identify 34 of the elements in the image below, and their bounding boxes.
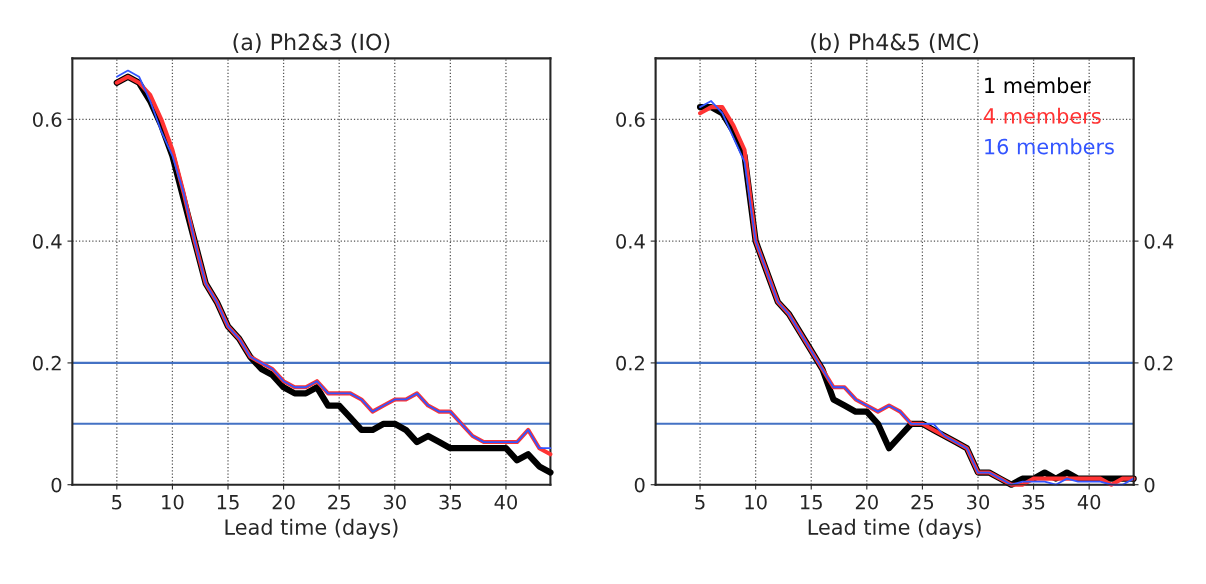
x-axis-title: Lead time (days) [808,518,981,539]
x-tick-label: 15 [217,495,239,510]
x-tick-label: 25 [328,494,350,510]
y-tick-label: 0.2 [33,355,61,371]
x-tick-label: 5 [695,495,705,510]
y-tick-label: 0.4 [616,234,645,249]
x-tick-label: 35 [439,494,462,510]
x-tick-label: 30 [383,494,406,510]
x-tick-label: 35 [1022,494,1045,510]
y-tick-label: 0.6 [616,112,645,127]
y2-tick-label: 0 [1144,477,1155,493]
y-tick-label: 0.6 [33,112,62,127]
y-tick-label: 0 [51,477,62,493]
text: 4 members [983,107,1101,124]
y-tick-label: 0 [634,477,645,493]
x-tick-label: 5 [112,495,122,510]
x-tick-label: 20 [855,494,878,510]
text: 1 member [985,77,1091,94]
y2-tick-label: 0.2 [1144,355,1173,371]
x-tick-label: 10 [162,494,184,510]
x-tick-label: 30 [967,494,990,510]
chart-title: (b) Ph4&5 (MC) [811,33,979,53]
x-axis-title: Lead time (days) [225,518,398,539]
y-tick-label: 0.4 [33,234,62,249]
chart-title: (a) Ph2&3 (IO) [233,33,390,53]
x-tick-label: 25 [911,494,934,510]
y-tick-label: 0.2 [616,355,644,371]
y2-tick-label: 0.4 [1144,234,1174,249]
x-tick-label: 10 [745,494,767,510]
x-tick-label: 40 [1077,494,1101,510]
x-tick-label: 20 [272,494,295,510]
x-tick-label: 40 [494,494,518,510]
x-tick-label: 15 [801,495,822,510]
text: 16 members [985,138,1114,155]
